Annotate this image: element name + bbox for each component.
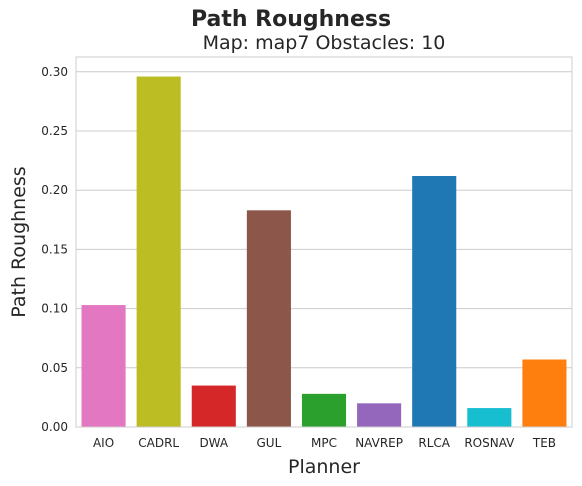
x-tick-label: GUL bbox=[256, 436, 281, 450]
bar-teb bbox=[522, 359, 567, 427]
bars bbox=[81, 76, 567, 427]
y-tick-label: 0.05 bbox=[41, 361, 68, 375]
x-tick-label: ROSNAV bbox=[464, 436, 515, 450]
tick-labels: 0.00 0.05 0.10 0.15 0.20 0.25 0.30 AIO CADRL DWA G… bbox=[41, 65, 556, 450]
bar-cadrl bbox=[136, 76, 181, 427]
chart-subtitle: Map: map7 Obstacles: 10 bbox=[202, 32, 446, 54]
chart-title: Path Roughness bbox=[190, 7, 392, 32]
y-tick-label: 0.25 bbox=[41, 124, 68, 138]
x-tick-label: AIO bbox=[93, 436, 114, 450]
x-tick-label: TEB bbox=[532, 436, 556, 450]
x-tick-label: NAVREP bbox=[355, 436, 403, 450]
bar-aio bbox=[81, 305, 126, 427]
x-axis-label: Planner bbox=[288, 456, 360, 478]
y-axis-label: Path Roughness bbox=[8, 166, 30, 317]
bar-dwa bbox=[191, 385, 236, 427]
bar-mpc bbox=[301, 393, 347, 427]
x-tick-label: MPC bbox=[311, 436, 337, 450]
x-tick-label: RLCA bbox=[418, 436, 450, 450]
y-tick-label: 0.15 bbox=[41, 242, 68, 256]
y-tick-label: 0.10 bbox=[41, 302, 68, 316]
plot-frame bbox=[75, 56, 573, 428]
x-tick-label: DWA bbox=[199, 436, 228, 450]
y-tick-label: 0.00 bbox=[41, 420, 68, 434]
bar-rlca bbox=[412, 175, 457, 427]
x-tick-label: CADRL bbox=[138, 436, 179, 450]
y-tick-label: 0.20 bbox=[41, 183, 68, 197]
bar-navrep bbox=[357, 403, 402, 427]
bar-rosnav bbox=[467, 408, 512, 427]
y-tick-label: 0.30 bbox=[41, 65, 68, 79]
bar-gul bbox=[246, 210, 291, 427]
